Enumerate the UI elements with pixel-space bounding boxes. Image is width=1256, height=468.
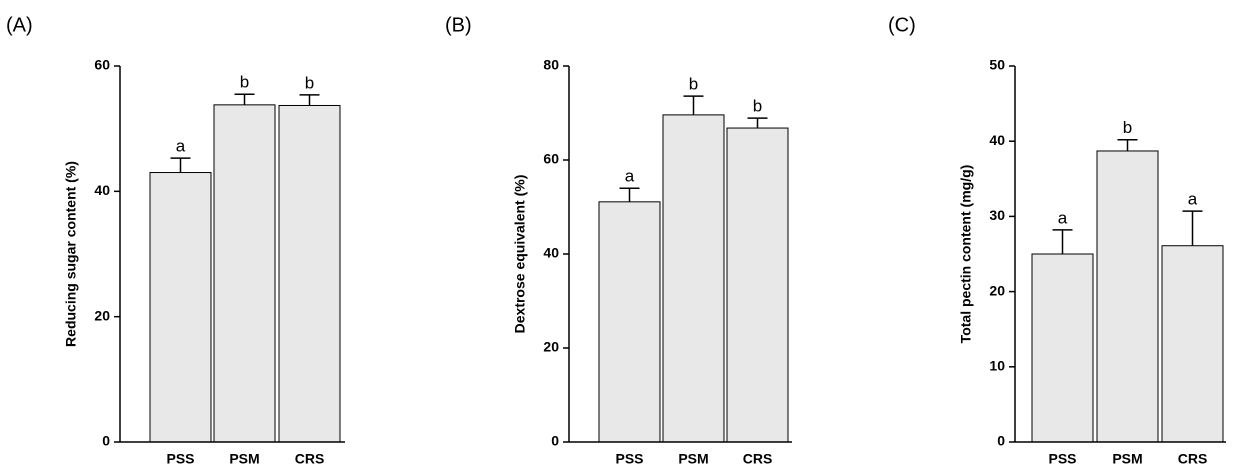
panel-label: (B) bbox=[445, 14, 472, 36]
bar bbox=[278, 104, 341, 443]
x-tick-label: PSS bbox=[166, 451, 194, 467]
error-bar bbox=[170, 157, 191, 173]
significance-letter: a bbox=[176, 137, 186, 156]
error-bar bbox=[619, 187, 640, 202]
significance-letter: b bbox=[689, 75, 698, 94]
error-bar bbox=[683, 95, 704, 115]
x-tick-label: PSM bbox=[229, 451, 259, 467]
bar bbox=[662, 114, 725, 443]
error-bar bbox=[1182, 210, 1203, 246]
error-bar bbox=[747, 117, 768, 129]
y-tick-label: 40 bbox=[989, 132, 1005, 148]
y-tick-label: 0 bbox=[551, 433, 559, 449]
x-tick-label: PSS bbox=[615, 451, 643, 467]
significance-letter: a bbox=[1188, 190, 1198, 209]
error-bar bbox=[234, 93, 255, 105]
x-tick-label: PSM bbox=[678, 451, 708, 467]
x-tick-label: PSM bbox=[1112, 451, 1142, 467]
y-axis-label: Total pectin content (mg/g) bbox=[958, 165, 974, 344]
y-tick-label: 0 bbox=[102, 433, 110, 449]
y-tick-label: 20 bbox=[543, 339, 559, 355]
y-tick-label: 60 bbox=[543, 151, 559, 167]
error-bar bbox=[1052, 229, 1073, 254]
y-axis-label: Reducing sugar content (%) bbox=[63, 161, 79, 347]
y-tick-label: 40 bbox=[94, 182, 110, 198]
y-tick-label: 20 bbox=[989, 282, 1005, 298]
significance-letter: b bbox=[305, 73, 314, 92]
y-tick-label: 40 bbox=[543, 245, 559, 261]
bar bbox=[598, 201, 661, 443]
significance-letter: b bbox=[240, 73, 249, 92]
panel-label: (A) bbox=[6, 14, 33, 36]
panel-label: (C) bbox=[888, 14, 916, 36]
significance-letter: a bbox=[1058, 208, 1068, 227]
y-tick-label: 10 bbox=[989, 358, 1005, 374]
x-tick-label: PSS bbox=[1048, 451, 1076, 467]
error-bar bbox=[299, 94, 320, 106]
significance-letter: b bbox=[753, 97, 762, 116]
y-tick-label: 50 bbox=[989, 57, 1005, 73]
x-tick-label: CRS bbox=[295, 451, 325, 467]
bar bbox=[726, 127, 789, 443]
y-tick-label: 60 bbox=[94, 57, 110, 73]
y-tick-label: 80 bbox=[543, 57, 559, 73]
significance-letter: a bbox=[625, 167, 635, 186]
bar bbox=[1161, 245, 1224, 443]
bar bbox=[1031, 253, 1094, 443]
y-tick-label: 0 bbox=[997, 433, 1005, 449]
significance-letter: b bbox=[1123, 118, 1132, 137]
bar bbox=[1096, 150, 1159, 443]
x-tick-label: CRS bbox=[1178, 451, 1208, 467]
bar bbox=[213, 104, 276, 443]
bar bbox=[149, 172, 212, 443]
y-axis-label: Dextrose equivalent (%) bbox=[512, 175, 528, 334]
error-bar bbox=[1117, 138, 1138, 151]
x-tick-label: CRS bbox=[743, 451, 773, 467]
y-tick-label: 30 bbox=[989, 207, 1005, 223]
y-tick-label: 20 bbox=[94, 307, 110, 323]
